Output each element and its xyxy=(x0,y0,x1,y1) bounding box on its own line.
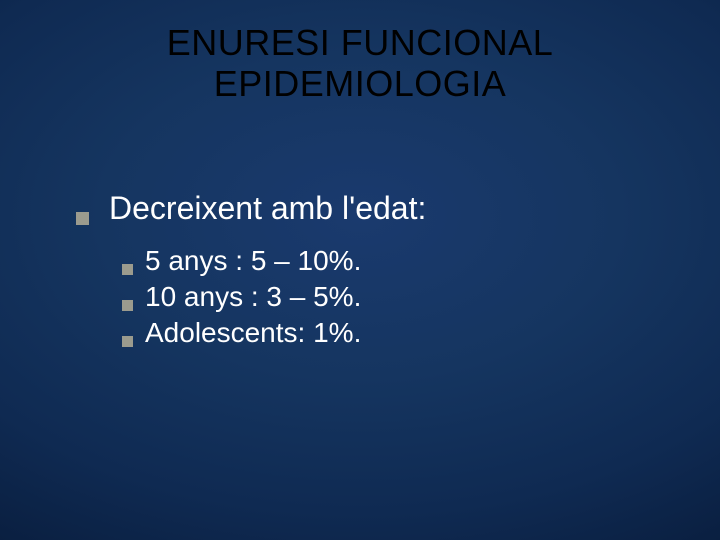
bullet-level2-text: 5 anys : 5 – 10%. xyxy=(145,245,361,277)
bullet-level1: Decreixent amb l'edat: xyxy=(76,190,426,227)
slide-body: Decreixent amb l'edat: 5 anys : 5 – 10%.… xyxy=(76,190,426,353)
bullet-level2: Adolescents: 1%. xyxy=(122,317,426,349)
square-bullet-icon xyxy=(122,264,133,275)
sub-bullet-list: 5 anys : 5 – 10%. 10 anys : 3 – 5%. Adol… xyxy=(122,245,426,349)
title-line-2: EPIDEMIOLOGIA xyxy=(0,63,720,104)
square-bullet-icon xyxy=(122,300,133,311)
bullet-level2-text: 10 anys : 3 – 5%. xyxy=(145,281,361,313)
square-bullet-icon xyxy=(76,212,89,225)
bullet-level2: 5 anys : 5 – 10%. xyxy=(122,245,426,277)
bullet-level1-text: Decreixent amb l'edat: xyxy=(109,190,426,227)
slide: ENURESI FUNCIONAL EPIDEMIOLOGIA Decreixe… xyxy=(0,0,720,540)
title-line-1: ENURESI FUNCIONAL xyxy=(0,22,720,63)
slide-title: ENURESI FUNCIONAL EPIDEMIOLOGIA xyxy=(0,22,720,105)
bullet-level2-text: Adolescents: 1%. xyxy=(145,317,361,349)
square-bullet-icon xyxy=(122,336,133,347)
bullet-level2: 10 anys : 3 – 5%. xyxy=(122,281,426,313)
